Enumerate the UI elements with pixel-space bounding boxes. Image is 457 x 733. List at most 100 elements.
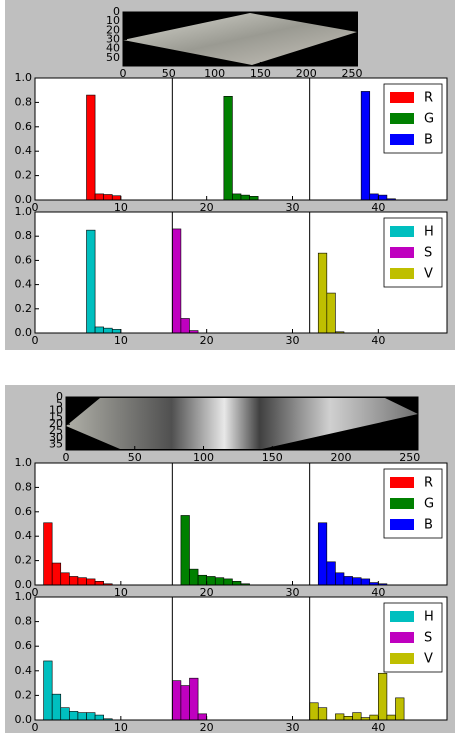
legend-swatch [390,477,414,488]
bar [94,581,104,586]
x-tick-label: 30 [286,721,300,733]
bar [86,578,96,586]
bar [360,578,371,586]
bar [69,576,79,586]
x-tick-label: 30 [286,334,300,347]
y-tick-label: 0.2 [15,302,33,315]
y-tick-label: 30 [49,431,63,444]
y-tick-label: 0.0 [15,326,33,339]
bar [309,702,319,721]
image-content [66,398,418,449]
bar [249,196,259,201]
y-tick-label: 0.0 [15,578,33,591]
plot-area [35,463,447,585]
axes-frame [65,396,419,451]
y-tick-label: 0.4 [15,529,33,542]
y-tick-label: 0.4 [15,144,33,157]
bar [180,318,190,334]
bar [51,693,62,721]
y-tick-label: 35 [49,438,63,451]
bar [86,712,96,721]
x-tick-label: 0 [63,451,70,464]
legend-label: G [424,112,434,127]
x-tick-label: 50 [128,451,142,464]
legend-swatch [390,632,414,643]
bar [206,576,216,586]
bar [240,194,250,201]
legend-swatch [390,134,414,145]
bar [352,577,362,586]
legend-label: V [424,267,433,282]
x-tick-label: 20 [200,586,214,599]
axes-frame [34,77,448,201]
y-tick-label: 0.6 [15,120,33,133]
legend-label: S [424,246,432,261]
legend-label: B [424,518,433,533]
y-tick-label: 30 [106,32,120,45]
bar [352,712,362,721]
legend-swatch [390,653,414,664]
bar [180,685,190,721]
x-tick-label: 10 [114,721,128,733]
legend-label: G [424,497,434,512]
bar [197,713,207,721]
bar [317,252,328,334]
bar [180,515,190,586]
y-tick-label: 40 [106,42,120,55]
bar [189,677,199,721]
bar [111,329,122,334]
bar [395,697,405,721]
y-tick-label: 20 [49,417,63,430]
bar [172,680,182,721]
y-tick-label: 0.6 [15,639,33,652]
x-tick-label: 0 [32,721,39,733]
x-tick-label: 150 [250,67,271,80]
plot-area [35,78,447,200]
x-tick-label: 30 [286,586,300,599]
bar [60,572,70,586]
y-tick-label: 10 [106,14,120,27]
bar [189,568,199,586]
bar [197,574,207,586]
bar [51,562,62,586]
bar [369,714,379,721]
y-tick-label: 1.0 [15,71,33,84]
axes-frame [34,596,448,721]
x-tick-label: 20 [200,721,214,733]
x-tick-label: 0 [32,201,39,214]
bar [69,711,79,721]
bar [60,707,70,721]
x-tick-label: 0 [32,586,39,599]
legend-swatch [390,268,414,279]
x-tick-label: 40 [371,201,385,214]
legend-label: S [424,631,432,646]
legend-swatch [390,519,414,530]
y-tick-label: 0 [113,5,120,18]
bar [232,193,242,201]
legend-swatch [390,247,414,258]
y-tick-label: 25 [49,424,63,437]
x-tick-label: 30 [286,201,300,214]
legend-label: B [424,133,433,148]
bar [232,581,242,586]
legend-swatch [390,92,414,103]
bar [378,194,388,201]
axes-frame [34,211,448,334]
bar [77,712,87,721]
bar [335,572,345,586]
bar [43,660,53,721]
legend-swatch [390,611,414,622]
x-tick-label: 20 [200,201,214,214]
bar [86,229,96,334]
image-content [123,13,357,65]
bar [172,228,182,334]
x-tick-label: 100 [193,451,214,464]
y-tick-label: 0.2 [15,554,33,567]
x-tick-label: 50 [162,67,176,80]
bar [111,195,122,201]
y-tick-label: 0.2 [15,688,33,701]
y-tick-label: 1.0 [15,590,33,603]
bar [378,672,388,721]
